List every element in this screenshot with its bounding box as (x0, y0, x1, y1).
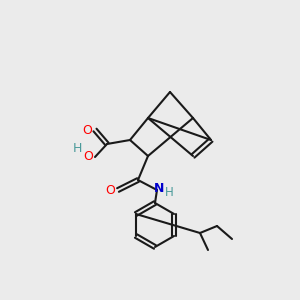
Text: H: H (165, 185, 173, 199)
Text: N: N (154, 182, 164, 194)
Text: O: O (82, 124, 92, 136)
Text: O: O (83, 151, 93, 164)
Text: H: H (72, 142, 82, 155)
Text: O: O (105, 184, 115, 196)
